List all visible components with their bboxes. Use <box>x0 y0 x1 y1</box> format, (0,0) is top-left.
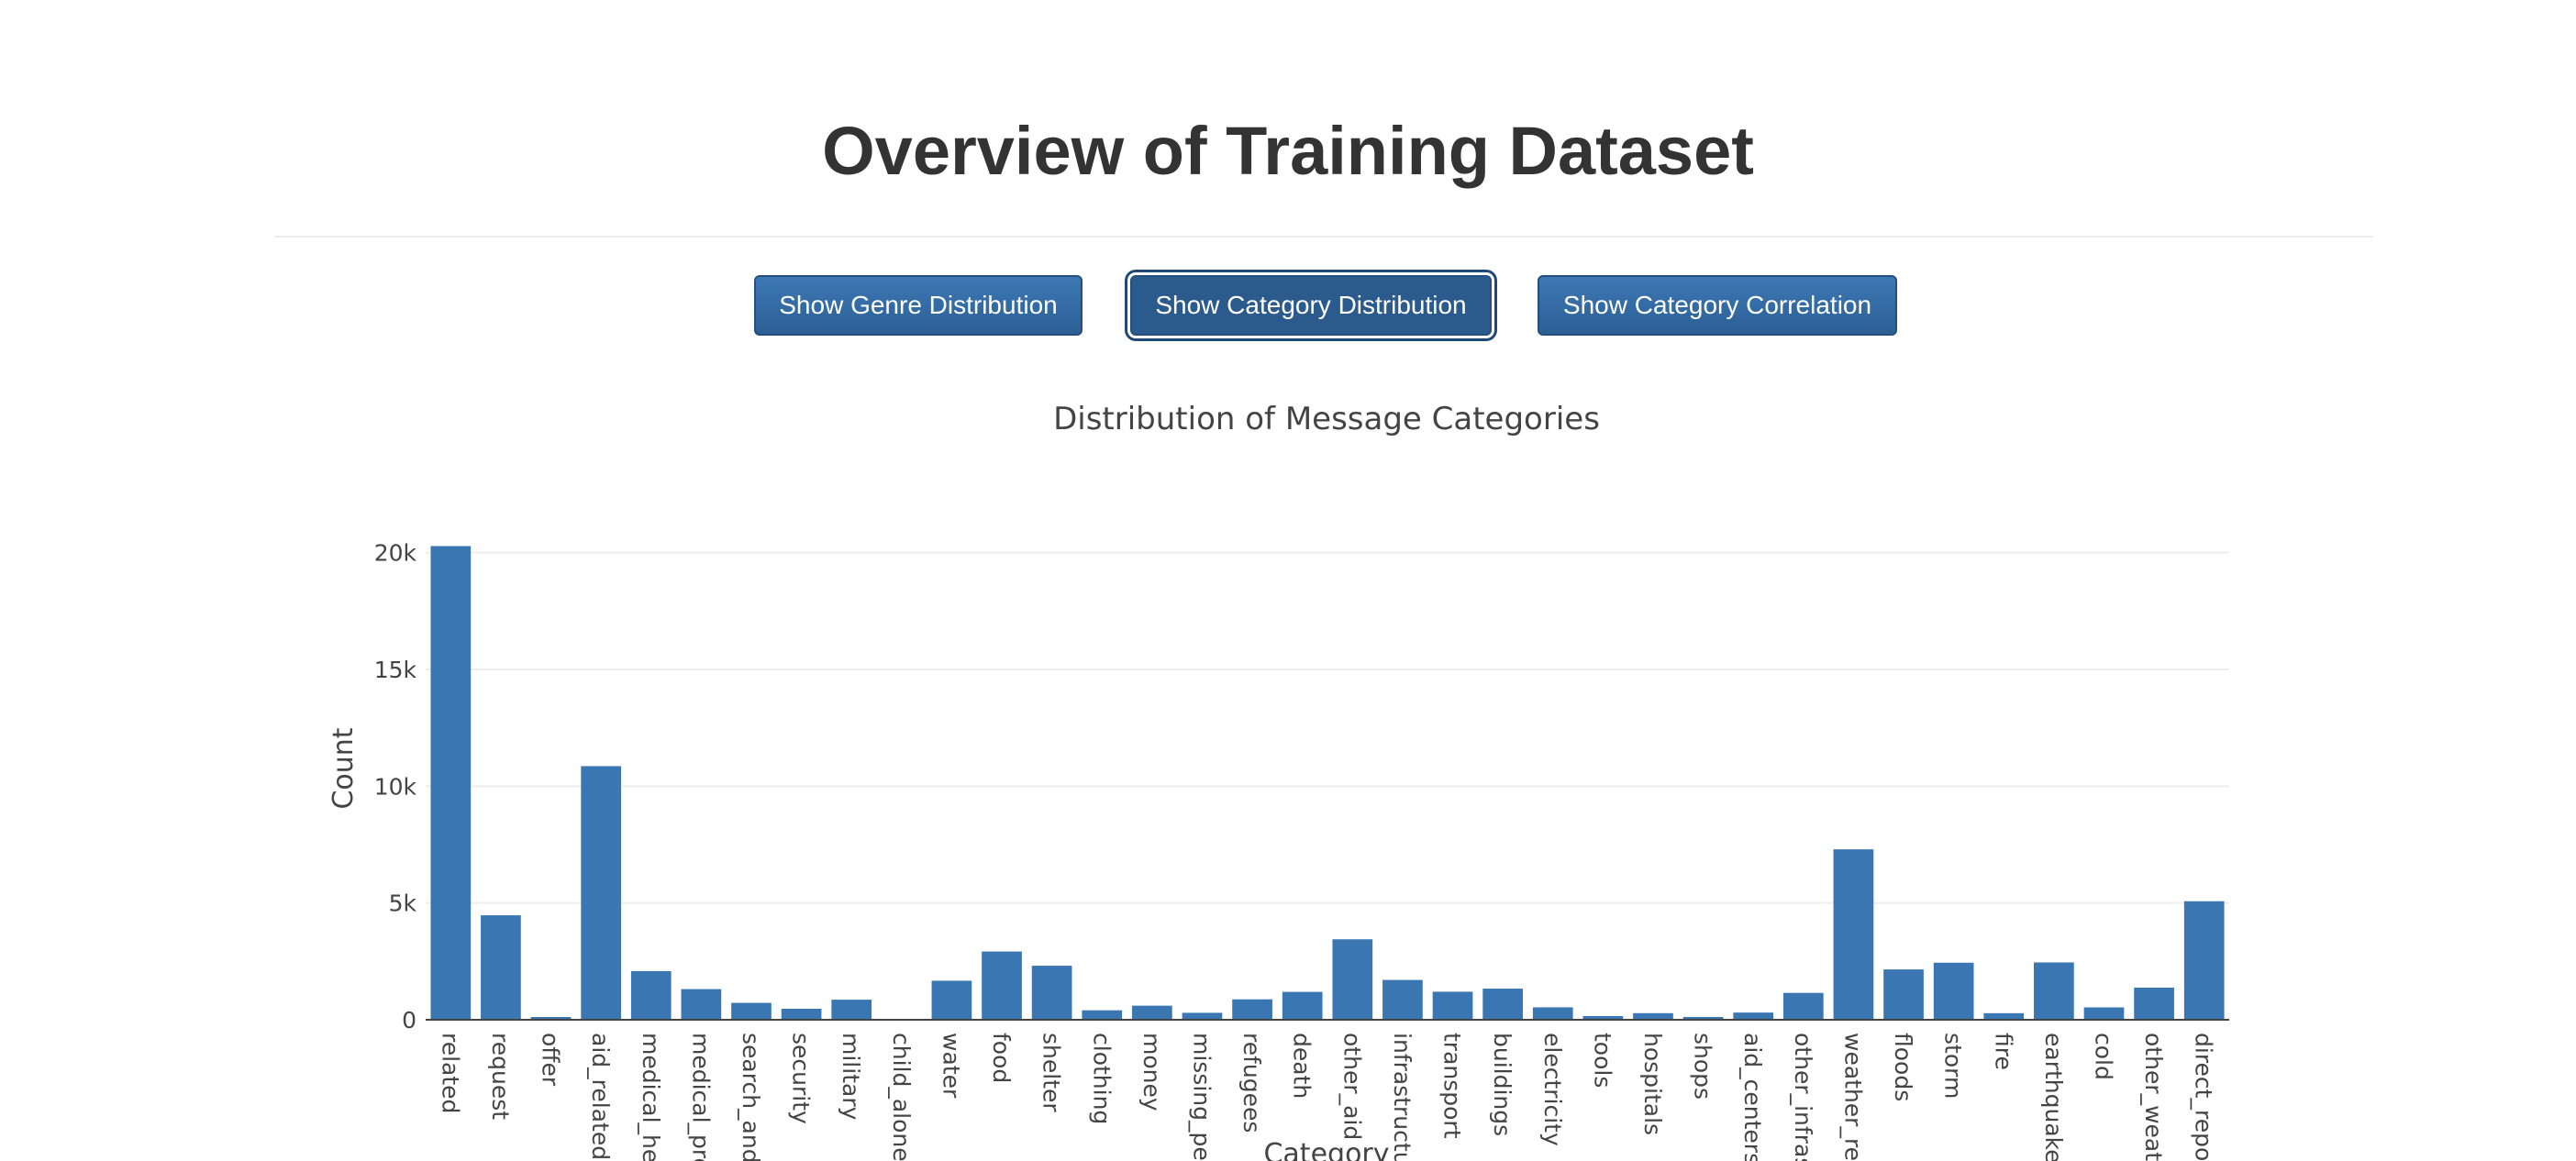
x-tick-label: child_alone <box>888 1033 915 1161</box>
x-tick-label: direct_repor <box>2191 1033 2217 1161</box>
header-divider <box>274 236 2373 238</box>
bar-aid_centers[interactable] <box>1733 1012 1774 1020</box>
bar-aid_related[interactable] <box>581 766 621 1020</box>
bars <box>430 546 2225 1020</box>
bar-shops[interactable] <box>1682 1016 1724 1020</box>
bar-military[interactable] <box>831 1000 872 1020</box>
x-tick-label: other_infras <box>1790 1033 1816 1161</box>
x-tick-labels: related request offer aid_related medical_he… <box>437 1033 2216 1161</box>
bar-search_and_[interactable] <box>731 1002 772 1020</box>
bar-earthquake[interactable] <box>2034 962 2074 1020</box>
x-tick-label: security <box>788 1033 815 1124</box>
bar-request[interactable] <box>481 915 521 1020</box>
show-genre-distribution-button[interactable]: Show Genre Distribution <box>754 275 1083 336</box>
x-tick-label: buildings <box>1489 1033 1516 1136</box>
bar-other_infras[interactable] <box>1782 992 1824 1020</box>
chart-title: Distribution of Message Categories <box>1053 401 1600 437</box>
x-tick-label: shelter <box>1038 1033 1065 1112</box>
bar-hospitals[interactable] <box>1633 1012 1673 1020</box>
x-tick-label: electricity <box>1539 1033 1566 1146</box>
x-tick-label: water <box>938 1033 964 1099</box>
bar-electricity[interactable] <box>1532 1007 1573 1020</box>
x-tick-label: food <box>988 1033 1015 1083</box>
x-tick-label: refugees <box>1238 1033 1265 1133</box>
bar-transport[interactable] <box>1432 991 1473 1020</box>
x-tick-label: aid_related <box>587 1033 614 1160</box>
x-tick-label: other_aid <box>1338 1033 1365 1140</box>
x-tick-label: shops <box>1690 1033 1716 1100</box>
show-category-distribution-button[interactable]: Show Category Distribution <box>1130 275 1492 336</box>
x-tick-label: offer <box>538 1033 564 1087</box>
x-tick-label: missing_peo <box>1188 1033 1215 1161</box>
bar-security[interactable] <box>781 1009 822 1020</box>
y-gridlines <box>426 551 2229 904</box>
bar-refugees[interactable] <box>1232 999 1272 1020</box>
show-category-correlation-button[interactable]: Show Category Correlation <box>1538 275 1897 336</box>
x-tick-label: fire <box>1990 1033 2016 1070</box>
x-axis-label: Category <box>1263 1138 1389 1161</box>
x-tick-label: money <box>1138 1033 1165 1111</box>
y-tick-label: 15k <box>374 657 417 683</box>
x-tick-label: weather_rel <box>1839 1033 1866 1161</box>
bar-infrastructur[interactable] <box>1382 979 1423 1020</box>
x-tick-label: storm <box>1940 1033 1967 1099</box>
bar-fire[interactable] <box>1983 1012 2025 1020</box>
x-tick-label: infrastructur <box>1389 1033 1416 1161</box>
bar-medical_pro[interactable] <box>681 989 722 1020</box>
bar-weather_rel[interactable] <box>1833 849 1874 1020</box>
x-tick-label: death <box>1289 1033 1316 1099</box>
x-tick-label: cold <box>2090 1033 2116 1080</box>
x-tick-label: search_and_ <box>738 1033 764 1161</box>
page-title: Overview of Training Dataset <box>822 113 1754 189</box>
x-tick-label: related <box>437 1033 463 1113</box>
y-tick-label: 10k <box>374 773 417 800</box>
bar-floods[interactable] <box>1883 969 1924 1020</box>
x-tick-label: tools <box>1589 1033 1616 1088</box>
y-tick-label: 5k <box>389 890 417 917</box>
x-tick-label: request <box>487 1033 514 1120</box>
bar-offer[interactable] <box>530 1016 572 1020</box>
bar-missing_peo[interactable] <box>1182 1012 1223 1020</box>
bar-shelter[interactable] <box>1031 966 1072 1020</box>
bar-related[interactable] <box>430 546 472 1020</box>
bar-food[interactable] <box>982 951 1022 1020</box>
x-tick-label: medical_hel <box>638 1033 664 1161</box>
bar-storm[interactable] <box>1933 962 1974 1020</box>
x-tick-label: clothing <box>1088 1033 1115 1124</box>
bar-money[interactable] <box>1132 1005 1172 1020</box>
bar-buildings[interactable] <box>1482 989 1523 1020</box>
y-tick-label: 20k <box>374 540 417 567</box>
x-tick-label: medical_pro <box>687 1033 714 1161</box>
bar-other_aid[interactable] <box>1332 939 1373 1020</box>
y-tick-label: 0 <box>402 1007 416 1034</box>
bar-direct_repor[interactable] <box>2183 901 2225 1020</box>
x-tick-label: other_weath <box>2140 1033 2167 1161</box>
y-axis-label: Count <box>328 727 360 809</box>
bar-cold[interactable] <box>2083 1007 2125 1020</box>
bar-medical_hel[interactable] <box>630 970 672 1020</box>
bar-tools[interactable] <box>1582 1015 1624 1020</box>
bar-other_weath[interactable] <box>2134 987 2174 1020</box>
y-tick-labels: 0 5k 10k 15k 20k <box>374 540 417 1034</box>
x-tick-label: hospitals <box>1639 1033 1666 1135</box>
bar-death[interactable] <box>1282 991 1323 1020</box>
x-tick-label: aid_centers <box>1739 1033 1766 1161</box>
x-tick-label: floods <box>1890 1033 1916 1101</box>
x-tick-label: transport <box>1439 1033 1466 1139</box>
bar-water[interactable] <box>931 980 972 1020</box>
bar-clothing[interactable] <box>1082 1010 1123 1020</box>
x-tick-label: military <box>838 1033 864 1121</box>
x-tick-label: earthquake <box>2040 1033 2067 1161</box>
